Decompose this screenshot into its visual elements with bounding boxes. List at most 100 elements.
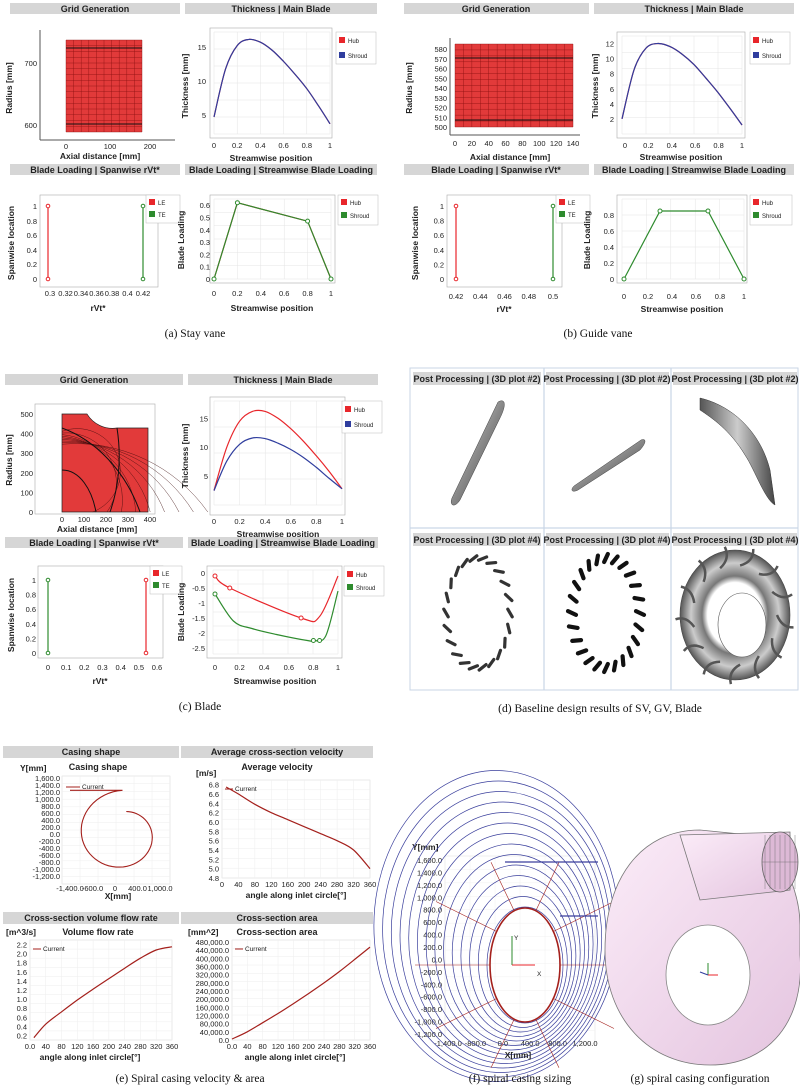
panel-b-guide-vane: Grid Generation Thickness | Main Blade 5…	[404, 3, 794, 340]
section-spoke	[535, 1019, 560, 1068]
tick-label: 0.0	[219, 1036, 229, 1045]
header-bar	[185, 3, 377, 14]
series-shroud	[214, 590, 339, 642]
stay-vane-3d	[451, 400, 505, 506]
tick-label: 1.6	[17, 968, 27, 977]
tick-label: 80	[57, 1042, 65, 1051]
span-title: Blade Loading | Spanwise rVt*	[431, 165, 561, 175]
tick-label: 8	[610, 70, 614, 79]
y-axis-label: Blade Loading	[176, 211, 186, 270]
tick-label: 6.0	[209, 818, 219, 827]
tick-label: 1,200.0	[572, 1039, 597, 1048]
tick-label: -2	[198, 629, 205, 638]
x-ticks: 0.3 0.32 0.34 0.36 0.38 0.4 0.42	[45, 289, 151, 298]
control-points	[212, 573, 323, 643]
tick-label: 0.6	[690, 141, 700, 150]
x-axis-label: X[mm]	[505, 1050, 532, 1060]
area-title: Cross-section area	[236, 913, 318, 923]
tick-label: 0.6	[17, 1013, 27, 1022]
data-point	[328, 276, 334, 282]
vane	[442, 607, 450, 619]
series-shroud	[213, 201, 332, 280]
header-bar	[181, 746, 373, 758]
tick-label: 400.0	[423, 931, 442, 940]
tick-label: -200.0	[421, 968, 442, 977]
legend	[555, 194, 591, 224]
y-unit: Y[mm]	[412, 842, 439, 852]
legend-swatch-hub	[339, 37, 345, 43]
axis-z	[699, 971, 709, 976]
y-axis-label: Spanwise location	[6, 578, 16, 652]
tick-label: 0	[64, 142, 68, 151]
tick-label: 400.0	[128, 884, 147, 893]
tick-label: 160	[87, 1042, 100, 1051]
tick-label: 0.34	[74, 289, 89, 298]
y-ticks: 0.6 0.5 0.4 0.3 0.2 0.1 0	[200, 201, 210, 284]
stay-vane-cascade	[442, 554, 514, 672]
tick-label: 200	[302, 1042, 315, 1051]
tick-label: 0.3	[200, 238, 210, 247]
tick-label: 0.4	[604, 243, 614, 252]
tick-label: 0.8	[302, 289, 312, 298]
vane	[467, 664, 480, 671]
vane	[476, 555, 489, 562]
tick-label: 580	[434, 45, 447, 54]
tick-label: 1	[340, 517, 344, 526]
runner-blade	[729, 663, 741, 685]
tick-label: 0.32	[58, 289, 73, 298]
legend-hub: Hub	[762, 201, 774, 207]
tick-label: 360,000.0	[196, 963, 229, 972]
x-ticks: 0.0 40 80 120 160 200 240 280 320 360	[227, 1042, 376, 1051]
tick-label: 0.4	[122, 289, 132, 298]
legend-le: LE	[568, 201, 575, 207]
caption-g: (g) spiral casing configuration	[631, 1073, 770, 1085]
pp-title: Post Processing | (3D plot #2)	[671, 374, 798, 384]
vane	[460, 557, 469, 569]
tick-label: 100	[533, 139, 546, 148]
data-point	[234, 200, 240, 206]
x-ticks: 0 0.1 0.2 0.3 0.4 0.5 0.6	[46, 663, 162, 672]
tick-label: 300	[20, 449, 33, 458]
series-shroud	[621, 42, 743, 126]
tick-label: 100	[104, 142, 117, 151]
section-line	[408, 812, 603, 1064]
vane	[611, 659, 618, 673]
tick-label: 200	[20, 469, 33, 478]
tick-label: 240,000.0	[196, 987, 229, 996]
section-line	[460, 875, 577, 1037]
x-axis-label: Axial distance [mm]	[57, 524, 137, 534]
vane	[444, 591, 450, 604]
area-plot: Cross-section area [mm^2] 480,000.0440,0…	[188, 927, 376, 1062]
tick-label: -1.5	[192, 614, 205, 623]
y-axis-label: Spanwise location	[410, 206, 420, 280]
header-bar	[413, 372, 541, 385]
vane	[633, 609, 647, 617]
x-axis-label: angle along inlet circle[°]	[246, 890, 347, 900]
tick-label: 0.4	[260, 517, 270, 526]
data-point	[657, 208, 663, 214]
tick-label: 15	[200, 414, 208, 423]
tick-label: 1	[32, 576, 36, 585]
tick-label: 1,400.0	[417, 868, 442, 877]
tick-label: 280,000.0	[196, 979, 229, 988]
blade-edge	[61, 469, 97, 513]
pp-title: Post Processing | (3D plot #2)	[543, 374, 670, 384]
tick-label: 1,000.0	[35, 795, 60, 804]
x-ticks: 0 0.2 0.4 0.6 0.8 1	[623, 141, 744, 150]
tick-label: 80,000.0	[200, 1020, 229, 1029]
data-point	[310, 638, 316, 643]
runner-blade	[697, 559, 707, 583]
gridlines	[621, 35, 743, 135]
pp-title: Post Processing | (3D plot #4)	[413, 535, 540, 545]
tick-label: 60	[501, 139, 509, 148]
tick-label: 0.8	[713, 141, 723, 150]
tick-label: -0.5	[192, 584, 205, 593]
tick-label: 400.0	[521, 1039, 540, 1048]
tick-label: 0.2	[234, 663, 244, 672]
vane	[602, 551, 610, 565]
tick-label: 320,000.0	[196, 971, 229, 980]
runner-blade	[675, 617, 696, 628]
tick-label: -400.0	[421, 980, 442, 989]
tick-label: 10	[200, 443, 208, 452]
tick-label: 1	[336, 663, 340, 672]
